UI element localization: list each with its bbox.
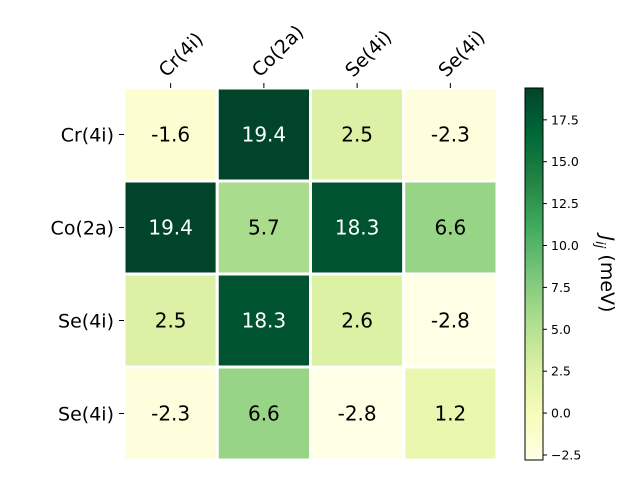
heatmap-cell [402, 86, 499, 183]
cell-value-label: -2.8 [431, 309, 470, 333]
cell-value-label: -2.8 [338, 402, 377, 426]
heatmap-cell [402, 272, 499, 369]
colorbar-gradient [524, 87, 544, 461]
heatmap-cell [122, 365, 219, 462]
cell-value-label: 2.5 [155, 309, 187, 333]
colorbar-label-unit: (meV) [596, 248, 618, 312]
colorbar-label-subscript: ij [592, 241, 607, 249]
heatmap-cell [215, 86, 312, 183]
colorbar-tick-label: 15.0 [551, 154, 579, 169]
heatmap-cell [402, 179, 499, 276]
row-tick-labels: Cr(4i) Co(2a) Se(4i) Se(4i) [51, 125, 124, 426]
heatmap-cell [402, 365, 499, 462]
colorbar-tick-label: 17.5 [551, 112, 579, 127]
heatmap-cell [215, 365, 312, 462]
cell-value-label: 18.3 [242, 309, 287, 333]
cell-value-label: 6.6 [248, 402, 280, 426]
cell-value-label: 1.2 [434, 402, 466, 426]
column-tick-label: Se(4i) [341, 26, 396, 81]
cell-value-label: 5.7 [248, 216, 280, 240]
heatmap-cells: -1.6 19.4 2.5 -2.3 19.4 5.7 18.3 6.6 2.5 18.3 2.6 -… [122, 86, 499, 462]
colorbar-tick-label: 10.0 [551, 238, 579, 253]
colorbar-tick-label: 0.0 [551, 406, 571, 421]
row-tick-label: Cr(4i) [61, 125, 114, 147]
colorbar-tick-label: 7.5 [551, 280, 571, 295]
colorbar-tick-label: 12.5 [551, 196, 579, 211]
colorbar-tick-label: 2.5 [551, 364, 571, 379]
heatmap-cell [215, 272, 312, 369]
cell-value-label: 19.4 [148, 216, 193, 240]
column-tick-label: Co(2a) [248, 21, 308, 81]
cell-value-label: -2.3 [431, 123, 470, 147]
heatmap-cell [215, 179, 312, 276]
colorbar-tick-label: 5.0 [551, 322, 571, 337]
column-tick-label: Se(4i) [434, 26, 489, 81]
cell-value-label: -1.6 [151, 123, 190, 147]
row-tick-label: Se(4i) [58, 404, 114, 426]
column-tick-label: Cr(4i) [155, 28, 208, 81]
colorbar-tick-labels: −2.5 0.0 2.5 5.0 7.5 10.0 12.5 15.0 17.5 [543, 112, 581, 462]
cell-value-label: 6.6 [434, 216, 466, 240]
column-tick-labels: Cr(4i) Co(2a) Se(4i) Se(4i) [155, 21, 489, 88]
row-tick-label: Co(2a) [51, 218, 114, 240]
colorbar-label-symbol: J [596, 232, 618, 242]
cell-value-label: 19.4 [242, 123, 287, 147]
cell-value-label: 2.5 [341, 123, 373, 147]
row-tick-label: Se(4i) [58, 311, 114, 333]
colorbar [524, 87, 544, 461]
cell-value-label: -2.3 [151, 402, 190, 426]
colorbar-label: Jij (meV) [592, 232, 618, 313]
cell-value-label: 2.6 [341, 309, 373, 333]
cell-value-label: 18.3 [335, 216, 380, 240]
colorbar-tick-label: −2.5 [551, 447, 581, 462]
